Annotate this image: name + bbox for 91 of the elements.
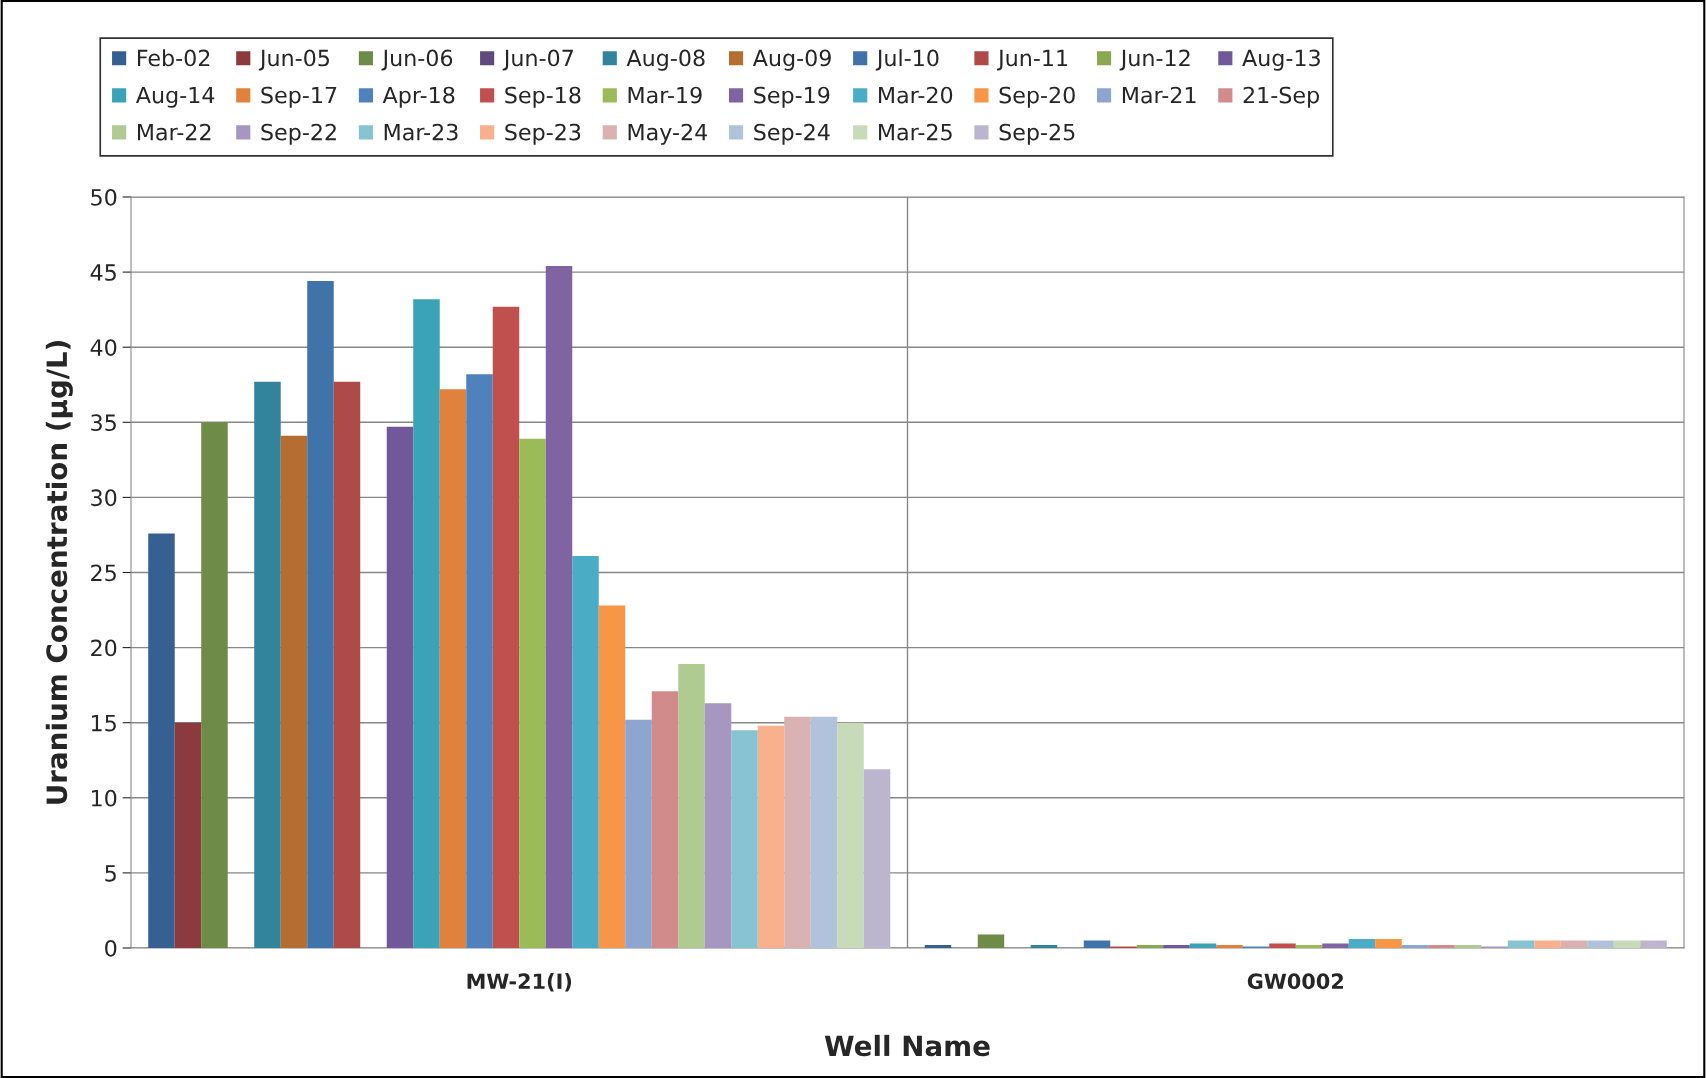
legend-label: Mar-21 [1122, 86, 1196, 104]
bar [598, 605, 626, 948]
bar [1269, 943, 1296, 948]
bar [439, 389, 467, 948]
legend-label: Sep-20 [999, 86, 1075, 108]
bar [977, 934, 1005, 948]
y-tick-label: 5 [105, 865, 116, 882]
bar [863, 769, 891, 948]
bar [386, 426, 414, 948]
bar [1507, 940, 1535, 948]
legend-label: Apr-18 [382, 86, 455, 108]
bar [1136, 945, 1164, 948]
legend-label: Sep-17 [261, 86, 337, 108]
legend-label: Jun-11 [996, 49, 1068, 71]
bar [1613, 940, 1641, 948]
bar [837, 722, 864, 948]
bar [174, 722, 202, 948]
legend-label: Mar-20 [879, 86, 953, 104]
legend-label: Sep-22 [261, 123, 336, 145]
bar [1163, 945, 1190, 948]
legend-label: Aug-13 [1242, 49, 1320, 71]
y-tick-label: 30 [91, 489, 117, 507]
bar [545, 266, 573, 948]
legend-label: Feb-02 [137, 49, 210, 67]
legend-label: Jun-06 [381, 49, 453, 71]
bar [1534, 940, 1561, 948]
bar [757, 725, 785, 948]
legend-label: Sep-23 [505, 123, 581, 145]
x-axis-title: Well Name [824, 1034, 990, 1057]
bar [1428, 945, 1455, 948]
bar [1189, 943, 1217, 948]
bar [651, 691, 679, 948]
legend-label: Aug-14 [135, 86, 215, 108]
bar [413, 299, 440, 948]
bar [148, 533, 175, 948]
bar [704, 703, 732, 948]
legend-label: May-24 [628, 123, 708, 145]
x-tick-label: GW0002 [1247, 973, 1343, 990]
y-tick-label: 10 [91, 789, 117, 807]
y-tick-label: 40 [90, 339, 117, 356]
legend-label: Mar-23 [384, 123, 458, 141]
legend-label: 21-Sep [1243, 86, 1319, 108]
legend-label: Aug-08 [626, 49, 705, 71]
legend-label: Mar-19 [628, 86, 702, 104]
bar [519, 438, 546, 948]
bar [1348, 938, 1376, 948]
bar [1030, 945, 1058, 948]
y-tick-label: 20 [91, 639, 117, 657]
x-tick-label: MW-21(I) [467, 973, 572, 992]
y-tick-label: 15 [91, 714, 116, 732]
y-axis-title: Uranium Concentration (µg/L) [45, 341, 73, 804]
legend-label: Aug-09 [752, 49, 831, 71]
bar [280, 435, 308, 948]
bar [784, 716, 811, 948]
legend-label: Sep-19 [754, 86, 830, 108]
bar [810, 716, 838, 948]
legend-label: Mar-22 [137, 123, 211, 141]
y-tick-label: 35 [91, 414, 116, 432]
bar [1560, 940, 1588, 948]
legend-label: Sep-18 [505, 86, 581, 108]
y-tick-label: 0 [105, 939, 117, 957]
bar [572, 555, 599, 948]
legend-label: Sep-24 [754, 123, 830, 145]
legend-label: Jun-05 [258, 49, 330, 71]
bar [731, 730, 758, 948]
bar [1216, 945, 1243, 948]
legend-label: Sep-25 [999, 123, 1075, 145]
bar [492, 306, 520, 948]
bar [307, 281, 334, 948]
bar [1454, 945, 1482, 948]
bar [625, 719, 652, 948]
legend-label: Jul-10 [875, 49, 939, 71]
bar [333, 381, 361, 948]
y-tick-label: 25 [91, 564, 116, 582]
bar [1640, 940, 1667, 948]
bar [201, 422, 228, 948]
legend-label: Jun-12 [1119, 49, 1190, 71]
y-tick-label: 45 [90, 264, 116, 281]
bar [678, 664, 705, 948]
bar [1587, 940, 1614, 948]
bar [1083, 940, 1111, 948]
bar [1295, 945, 1323, 948]
bar [254, 381, 281, 948]
bar [1401, 945, 1429, 948]
bar [1322, 943, 1349, 948]
bar [924, 945, 952, 948]
bar [1375, 938, 1402, 948]
legend-label: Jun-07 [502, 49, 573, 71]
y-tick-label: 50 [91, 188, 117, 206]
bar [466, 374, 493, 948]
legend-label: Mar-25 [879, 123, 952, 141]
